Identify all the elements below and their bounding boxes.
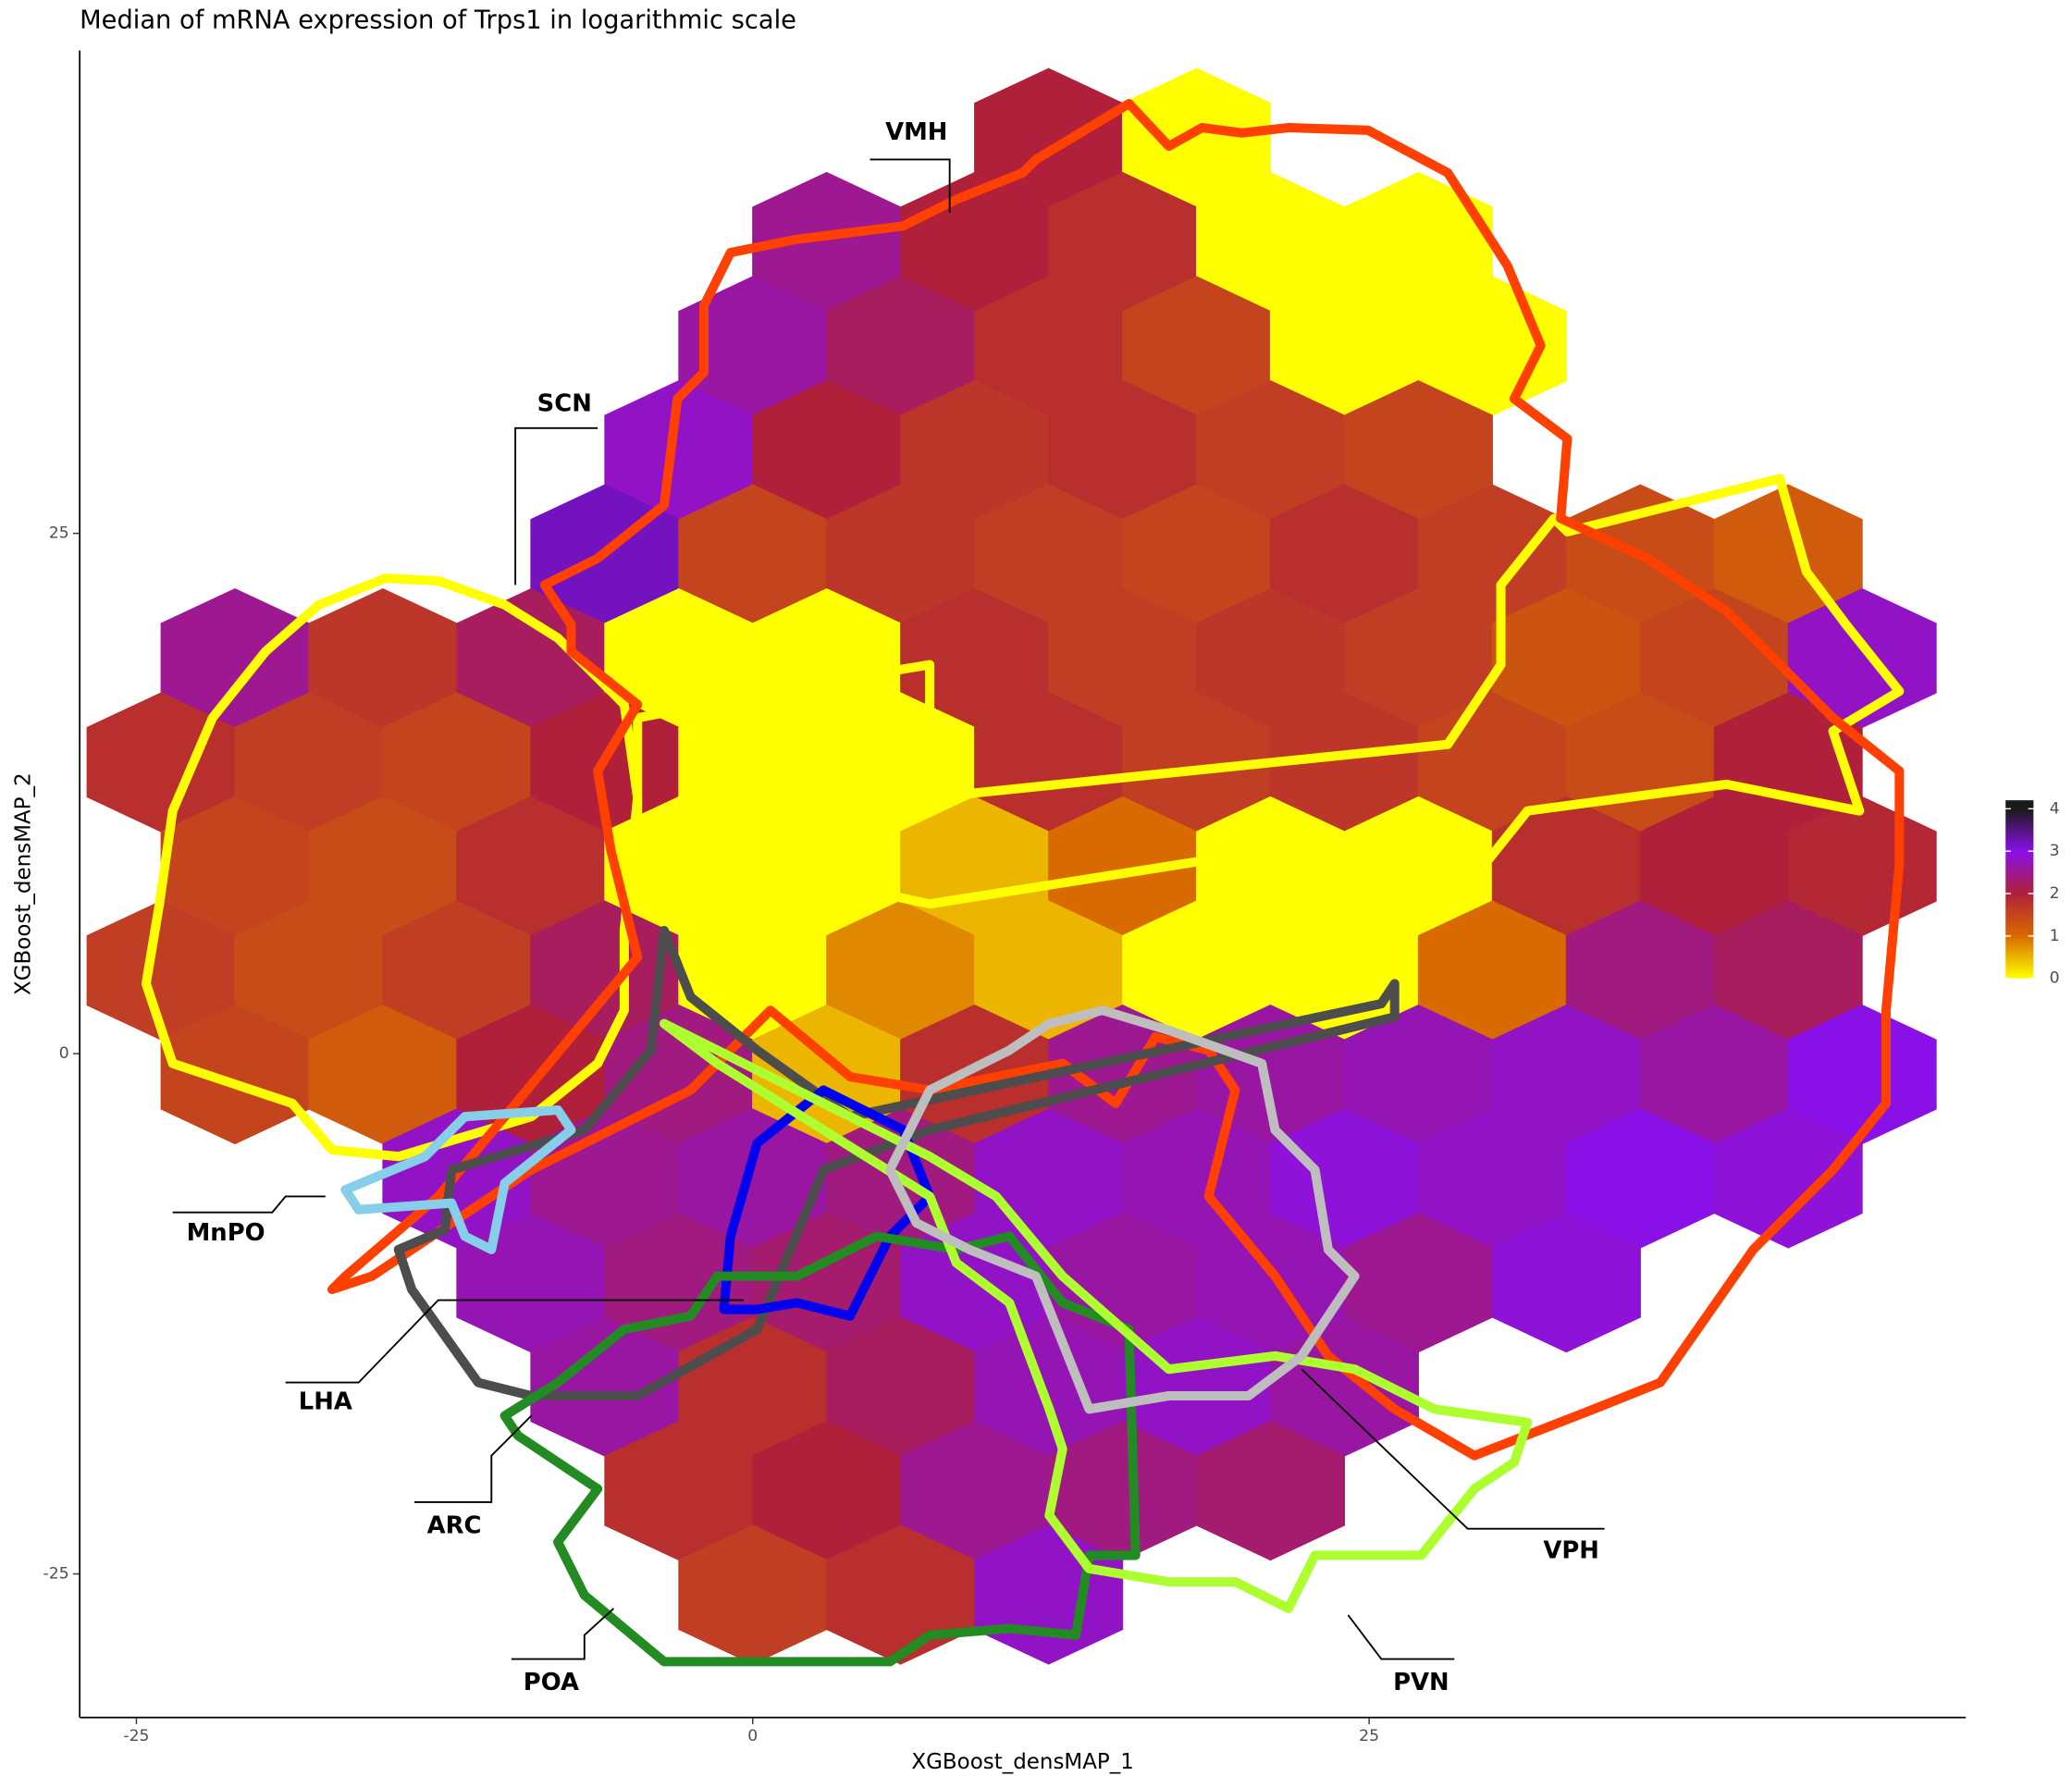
- y-tick-label: 25: [49, 524, 69, 543]
- outline: [633, 474, 1905, 909]
- leader-line: [511, 1608, 615, 1660]
- y-tick-label: 0: [59, 1044, 69, 1063]
- y-tick-label: -25: [43, 1565, 69, 1584]
- hexbin: [1713, 1108, 1863, 1249]
- leader-line: [414, 1414, 533, 1503]
- annotations: VMH SCN MnPO LHA ARC POA VPH PVN: [172, 118, 1605, 1696]
- leader-line: [870, 158, 951, 213]
- colorbar-tick-label: 3: [2050, 842, 2060, 860]
- leader-line: [514, 426, 598, 586]
- x-axis-label: XGBoost_densMAP_1: [911, 1750, 1133, 1774]
- annotation: VMH: [885, 118, 947, 146]
- colorbar: [2005, 800, 2034, 979]
- hexbin: [1491, 1212, 1641, 1353]
- colorbar-tick-label: 4: [2050, 799, 2060, 818]
- outline: [393, 925, 1400, 1401]
- annotation: VPH: [1543, 1537, 1599, 1565]
- annotation: PVN: [1393, 1669, 1449, 1696]
- leader-line: [172, 1195, 326, 1214]
- x-tick-label: -25: [123, 1727, 149, 1745]
- leader-line: [1347, 1614, 1455, 1660]
- outline: [327, 99, 1905, 1461]
- y-axis-label: XGBoost_densMAP_2: [11, 772, 35, 995]
- outline: [500, 1231, 1141, 1667]
- annotation: POA: [524, 1669, 579, 1696]
- leader-line: [1301, 1368, 1605, 1530]
- outline: [141, 574, 643, 1162]
- annotation: LHA: [299, 1388, 352, 1416]
- annotation: ARC: [427, 1511, 482, 1539]
- outline: [659, 1018, 1533, 1613]
- region-outlines: [141, 99, 1905, 1667]
- chart-title: Median of mRNA expression of Trps1 in lo…: [80, 6, 796, 34]
- hexbin: [1196, 1420, 1345, 1561]
- outline: [340, 1104, 576, 1254]
- x-tick-label: 0: [747, 1727, 758, 1745]
- outline: [885, 1005, 1360, 1414]
- colorbar-tick-label: 0: [2050, 969, 2060, 988]
- annotation: MnPO: [187, 1219, 265, 1247]
- colorbar-tick-label: 1: [2050, 927, 2060, 945]
- x-tick-label: 25: [1359, 1727, 1379, 1745]
- leader-line: [285, 1299, 745, 1384]
- colorbar-tick-label: 2: [2050, 884, 2060, 903]
- annotation: SCN: [537, 389, 592, 417]
